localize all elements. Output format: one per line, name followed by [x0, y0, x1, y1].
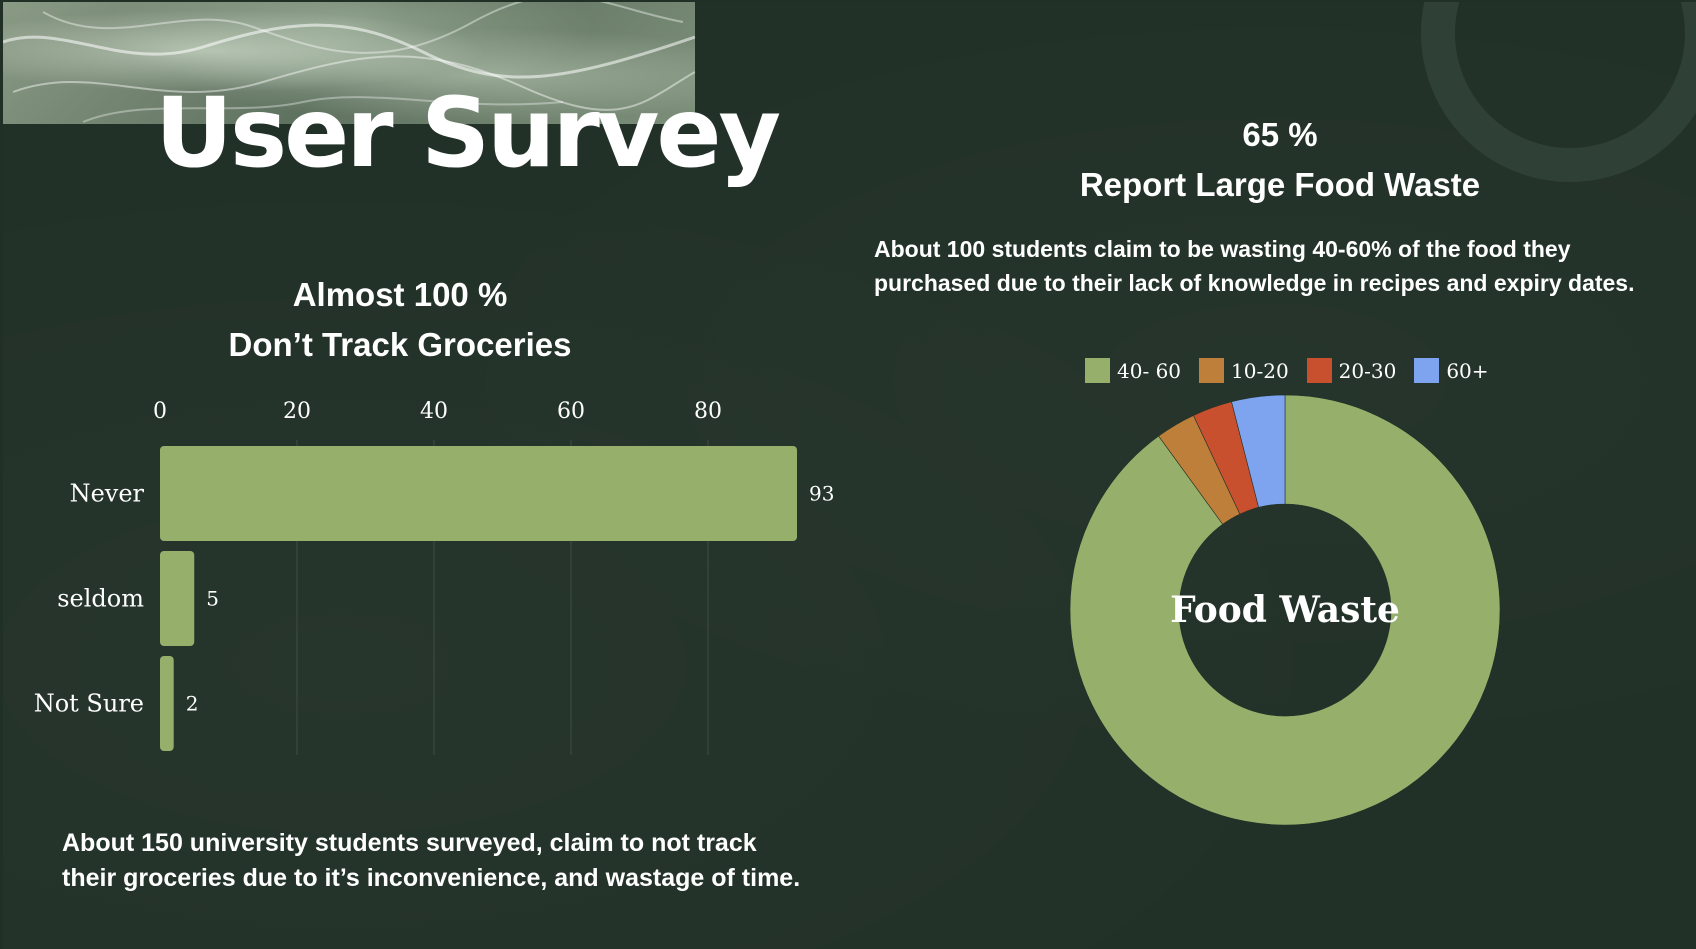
legend-label: 10-20: [1231, 358, 1289, 383]
legend-label: 60+: [1446, 358, 1489, 383]
legend-swatch: [1306, 358, 1332, 383]
pie-heading-line-2: Report Large Food Waste: [1079, 166, 1481, 203]
bar-seldom: [160, 551, 195, 646]
legend-label: 20-30: [1338, 358, 1397, 383]
bar-caption-line-2: their groceries due to it’s inconvenienc…: [62, 864, 801, 892]
bar-not-sure: [160, 656, 174, 751]
donut-center-label: Food Waste: [1170, 589, 1400, 631]
pie-heading-line-1: 65 %: [1242, 116, 1318, 153]
data-label-never: 93: [809, 482, 834, 506]
pie-legend: 40- 60 10-20 20-30 60+: [1085, 358, 1489, 383]
legend-swatch: [1085, 358, 1110, 383]
bar-caption: About 150 university students surveyed, …: [62, 826, 800, 896]
x-tick-label-80: 80: [694, 399, 722, 424]
pie-caption-line-2: purchased due to their lack of knowledge…: [874, 270, 1635, 296]
water-texture-image: [3, 2, 695, 124]
bar-heading-line-2: Don’t Track Groceries: [228, 326, 572, 363]
category-label-not-sure: Not Sure: [34, 690, 144, 718]
pie-chart-heading: 65 % Report Large Food Waste: [1040, 110, 1520, 210]
x-tick-label-40: 40: [420, 399, 448, 424]
category-label-never: Never: [70, 480, 145, 508]
donut-chart: Food Waste: [1069, 394, 1501, 826]
bar-chart-heading: Almost 100 % Don’t Track Groceries: [180, 270, 620, 370]
x-tick-label-20: 20: [283, 399, 311, 424]
bar-chart: 0 20 40 60 80 Never 93 seldom 5 Not Sure 2: [34, 399, 834, 755]
slide-title: User Survey: [155, 77, 781, 189]
donut-slice-40-60: [1069, 394, 1501, 826]
legend-item-40-60: 40- 60: [1085, 358, 1181, 383]
x-tick-label-60: 60: [557, 399, 585, 424]
pie-caption: About 100 students claim to be wasting 4…: [874, 232, 1635, 300]
data-label-not-sure: 2: [186, 692, 199, 716]
bar-caption-line-1: About 150 university students surveyed, …: [62, 829, 757, 857]
legend-label: 40- 60: [1117, 358, 1182, 383]
bar-never: [160, 446, 797, 541]
legend-swatch: [1414, 358, 1440, 383]
legend-item-20-30: 20-30: [1306, 358, 1397, 383]
legend-swatch: [1199, 358, 1225, 383]
pie-caption-line-1: About 100 students claim to be wasting 4…: [874, 236, 1571, 262]
category-label-seldom: seldom: [57, 585, 144, 613]
donut-slice-60+: [1231, 394, 1286, 508]
legend-item-60+: 60+: [1414, 358, 1489, 383]
data-label-seldom: 5: [206, 587, 219, 611]
bar-heading-line-1: Almost 100 %: [292, 276, 508, 313]
legend-item-10-20: 10-20: [1199, 358, 1289, 383]
x-tick-label-0: 0: [153, 399, 167, 424]
